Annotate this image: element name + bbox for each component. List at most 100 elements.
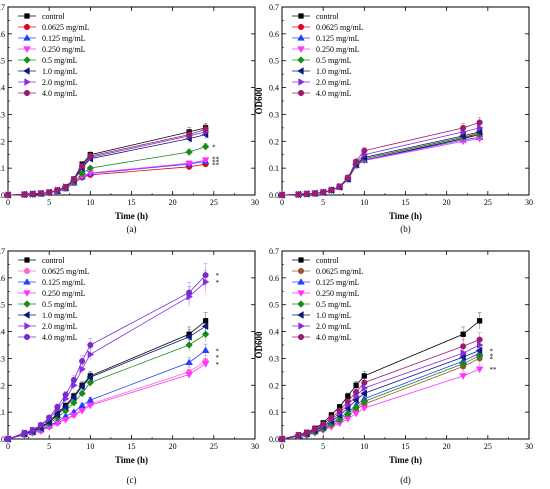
x-tick-label: 0 xyxy=(280,442,284,451)
data-point xyxy=(53,410,61,419)
legend-marker xyxy=(298,257,304,263)
y-tick-label: 0.3 xyxy=(269,110,279,119)
legend-label: 0.125 mg/mL xyxy=(42,278,86,287)
series-line xyxy=(281,136,480,196)
legend-label: 0.125 mg/mL xyxy=(42,34,86,43)
x-tick-label: 25 xyxy=(484,198,492,207)
series-group xyxy=(278,117,483,199)
legend-label: 4.0 mg/mL xyxy=(316,89,352,98)
legend-marker xyxy=(297,56,305,64)
y-tick-label: 0.6 xyxy=(269,274,279,283)
legend-marker xyxy=(24,257,30,263)
legend-label: 0.0625 mg/mL xyxy=(42,267,90,276)
series-group xyxy=(278,332,483,443)
series-group xyxy=(5,127,210,199)
data-point xyxy=(46,414,53,421)
data-point xyxy=(86,402,95,410)
data-point xyxy=(353,158,360,165)
series-line xyxy=(7,163,206,196)
x-tick-label: 30 xyxy=(525,198,533,207)
data-point xyxy=(476,341,484,349)
data-point xyxy=(460,124,467,131)
series-group xyxy=(279,338,484,443)
legend-marker xyxy=(297,34,305,41)
series-line xyxy=(7,320,206,440)
data-point xyxy=(278,191,286,199)
y-tick-label: 0.1 xyxy=(269,408,279,417)
data-point xyxy=(460,343,467,350)
data-point xyxy=(86,373,93,382)
legend-marker xyxy=(23,23,31,31)
data-point xyxy=(353,388,360,396)
data-point xyxy=(278,435,286,443)
x-tick-label: 10 xyxy=(360,198,368,207)
x-tick-label: 10 xyxy=(86,198,94,207)
data-point xyxy=(185,148,193,156)
legend-label: control xyxy=(316,12,339,21)
data-point xyxy=(70,412,78,420)
data-point xyxy=(201,157,210,164)
legend-label: 0.250 mg/mL xyxy=(42,289,86,298)
data-point xyxy=(87,153,94,160)
x-tick-label: 15 xyxy=(128,442,136,451)
significance-mark: ** xyxy=(212,156,220,164)
legend-label: 4.0 mg/mL xyxy=(42,89,78,98)
y-tick-label: 0.2 xyxy=(269,381,279,390)
data-point xyxy=(201,330,210,339)
series-line xyxy=(7,161,206,196)
chart-panel: 0 5 10 15 20 25 30 0.0 0.1 0.2 0.3 0.4 0.5 0.6 0.7 Time… xyxy=(0,247,259,485)
legend-marker xyxy=(297,46,305,53)
legend-label: 2.0 mg/mL xyxy=(316,78,352,87)
legend-marker xyxy=(297,333,305,341)
data-point xyxy=(311,190,318,197)
data-point xyxy=(54,403,61,410)
data-point xyxy=(201,361,210,368)
legend-label: 4.0 mg/mL xyxy=(42,333,78,342)
legend-label: 0.0625 mg/mL xyxy=(316,23,364,32)
y-tick-label: 0.2 xyxy=(0,381,5,390)
data-point xyxy=(70,376,77,383)
legend-marker xyxy=(297,290,305,297)
data-point xyxy=(460,349,468,357)
legend-label: 4.0 mg/mL xyxy=(316,333,352,342)
y-tick-label: 0.2 xyxy=(0,137,5,146)
series-group xyxy=(279,122,484,199)
data-point xyxy=(361,379,368,386)
series-group xyxy=(5,312,209,442)
y-tick-label: 0.1 xyxy=(269,164,279,173)
series-line xyxy=(7,281,206,440)
significance-mark: * xyxy=(215,279,219,287)
significance-mark: ** xyxy=(212,158,220,166)
data-point xyxy=(46,189,53,196)
chart-panel: 0 5 10 15 20 25 30 0.0 0.1 0.2 0.3 0.4 0.5 0.6 0.7 Time… xyxy=(254,3,533,234)
y-tick-label: 0.6 xyxy=(269,30,279,39)
data-point xyxy=(459,360,467,368)
data-point xyxy=(37,421,44,429)
data-point xyxy=(202,278,210,286)
y-tick-label: 0.4 xyxy=(269,328,279,337)
y-tick-label: 0.6 xyxy=(0,274,5,283)
series-group xyxy=(278,343,483,443)
legend-marker xyxy=(23,300,31,308)
y-tick-label: 0.5 xyxy=(0,301,5,310)
data-point xyxy=(185,358,193,366)
data-point xyxy=(361,384,369,392)
series-group xyxy=(279,312,483,442)
y-tick-label: 0.0 xyxy=(0,191,5,200)
data-point xyxy=(202,272,209,279)
data-point xyxy=(460,331,466,337)
legend-label: 1.0 mg/mL xyxy=(42,67,78,76)
y-tick-label: 0.4 xyxy=(0,84,5,93)
y-tick-label: 0.0 xyxy=(0,435,5,444)
series-line xyxy=(7,127,206,196)
series-line xyxy=(281,339,480,440)
data-point xyxy=(71,381,78,390)
data-point xyxy=(185,341,193,349)
significance-mark: * xyxy=(215,272,219,280)
data-point xyxy=(360,405,369,413)
data-point xyxy=(303,429,310,436)
legend-label: 2.0 mg/mL xyxy=(42,78,78,87)
legend-label: control xyxy=(42,12,65,21)
data-point xyxy=(29,190,36,197)
